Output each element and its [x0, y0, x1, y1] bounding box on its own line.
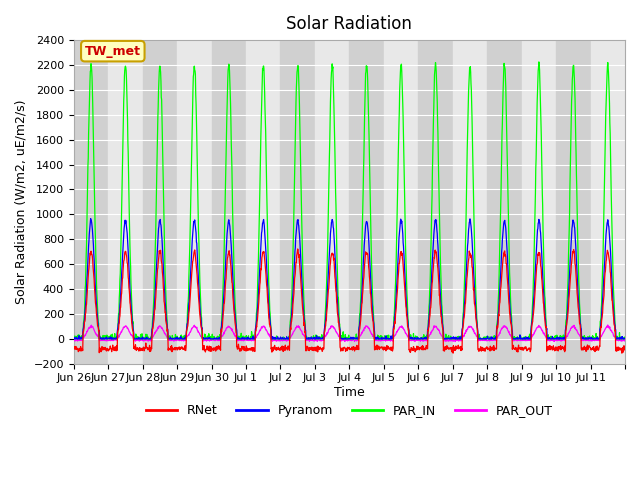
Bar: [74, 40, 108, 364]
Bar: [487, 40, 522, 364]
Y-axis label: Solar Radiation (W/m2, uE/m2/s): Solar Radiation (W/m2, uE/m2/s): [15, 100, 28, 304]
Bar: [591, 40, 625, 364]
Bar: [143, 40, 177, 364]
Bar: [212, 40, 246, 364]
Title: Solar Radiation: Solar Radiation: [287, 15, 412, 33]
Legend: RNet, Pyranom, PAR_IN, PAR_OUT: RNet, Pyranom, PAR_IN, PAR_OUT: [141, 399, 558, 422]
Bar: [315, 40, 349, 364]
Bar: [108, 40, 143, 364]
Bar: [280, 40, 315, 364]
Bar: [384, 40, 419, 364]
Bar: [452, 40, 487, 364]
Bar: [246, 40, 280, 364]
Bar: [556, 40, 591, 364]
Bar: [419, 40, 452, 364]
Bar: [349, 40, 384, 364]
X-axis label: Time: Time: [334, 386, 365, 399]
Bar: [522, 40, 556, 364]
Bar: [177, 40, 212, 364]
Text: TW_met: TW_met: [85, 45, 141, 58]
